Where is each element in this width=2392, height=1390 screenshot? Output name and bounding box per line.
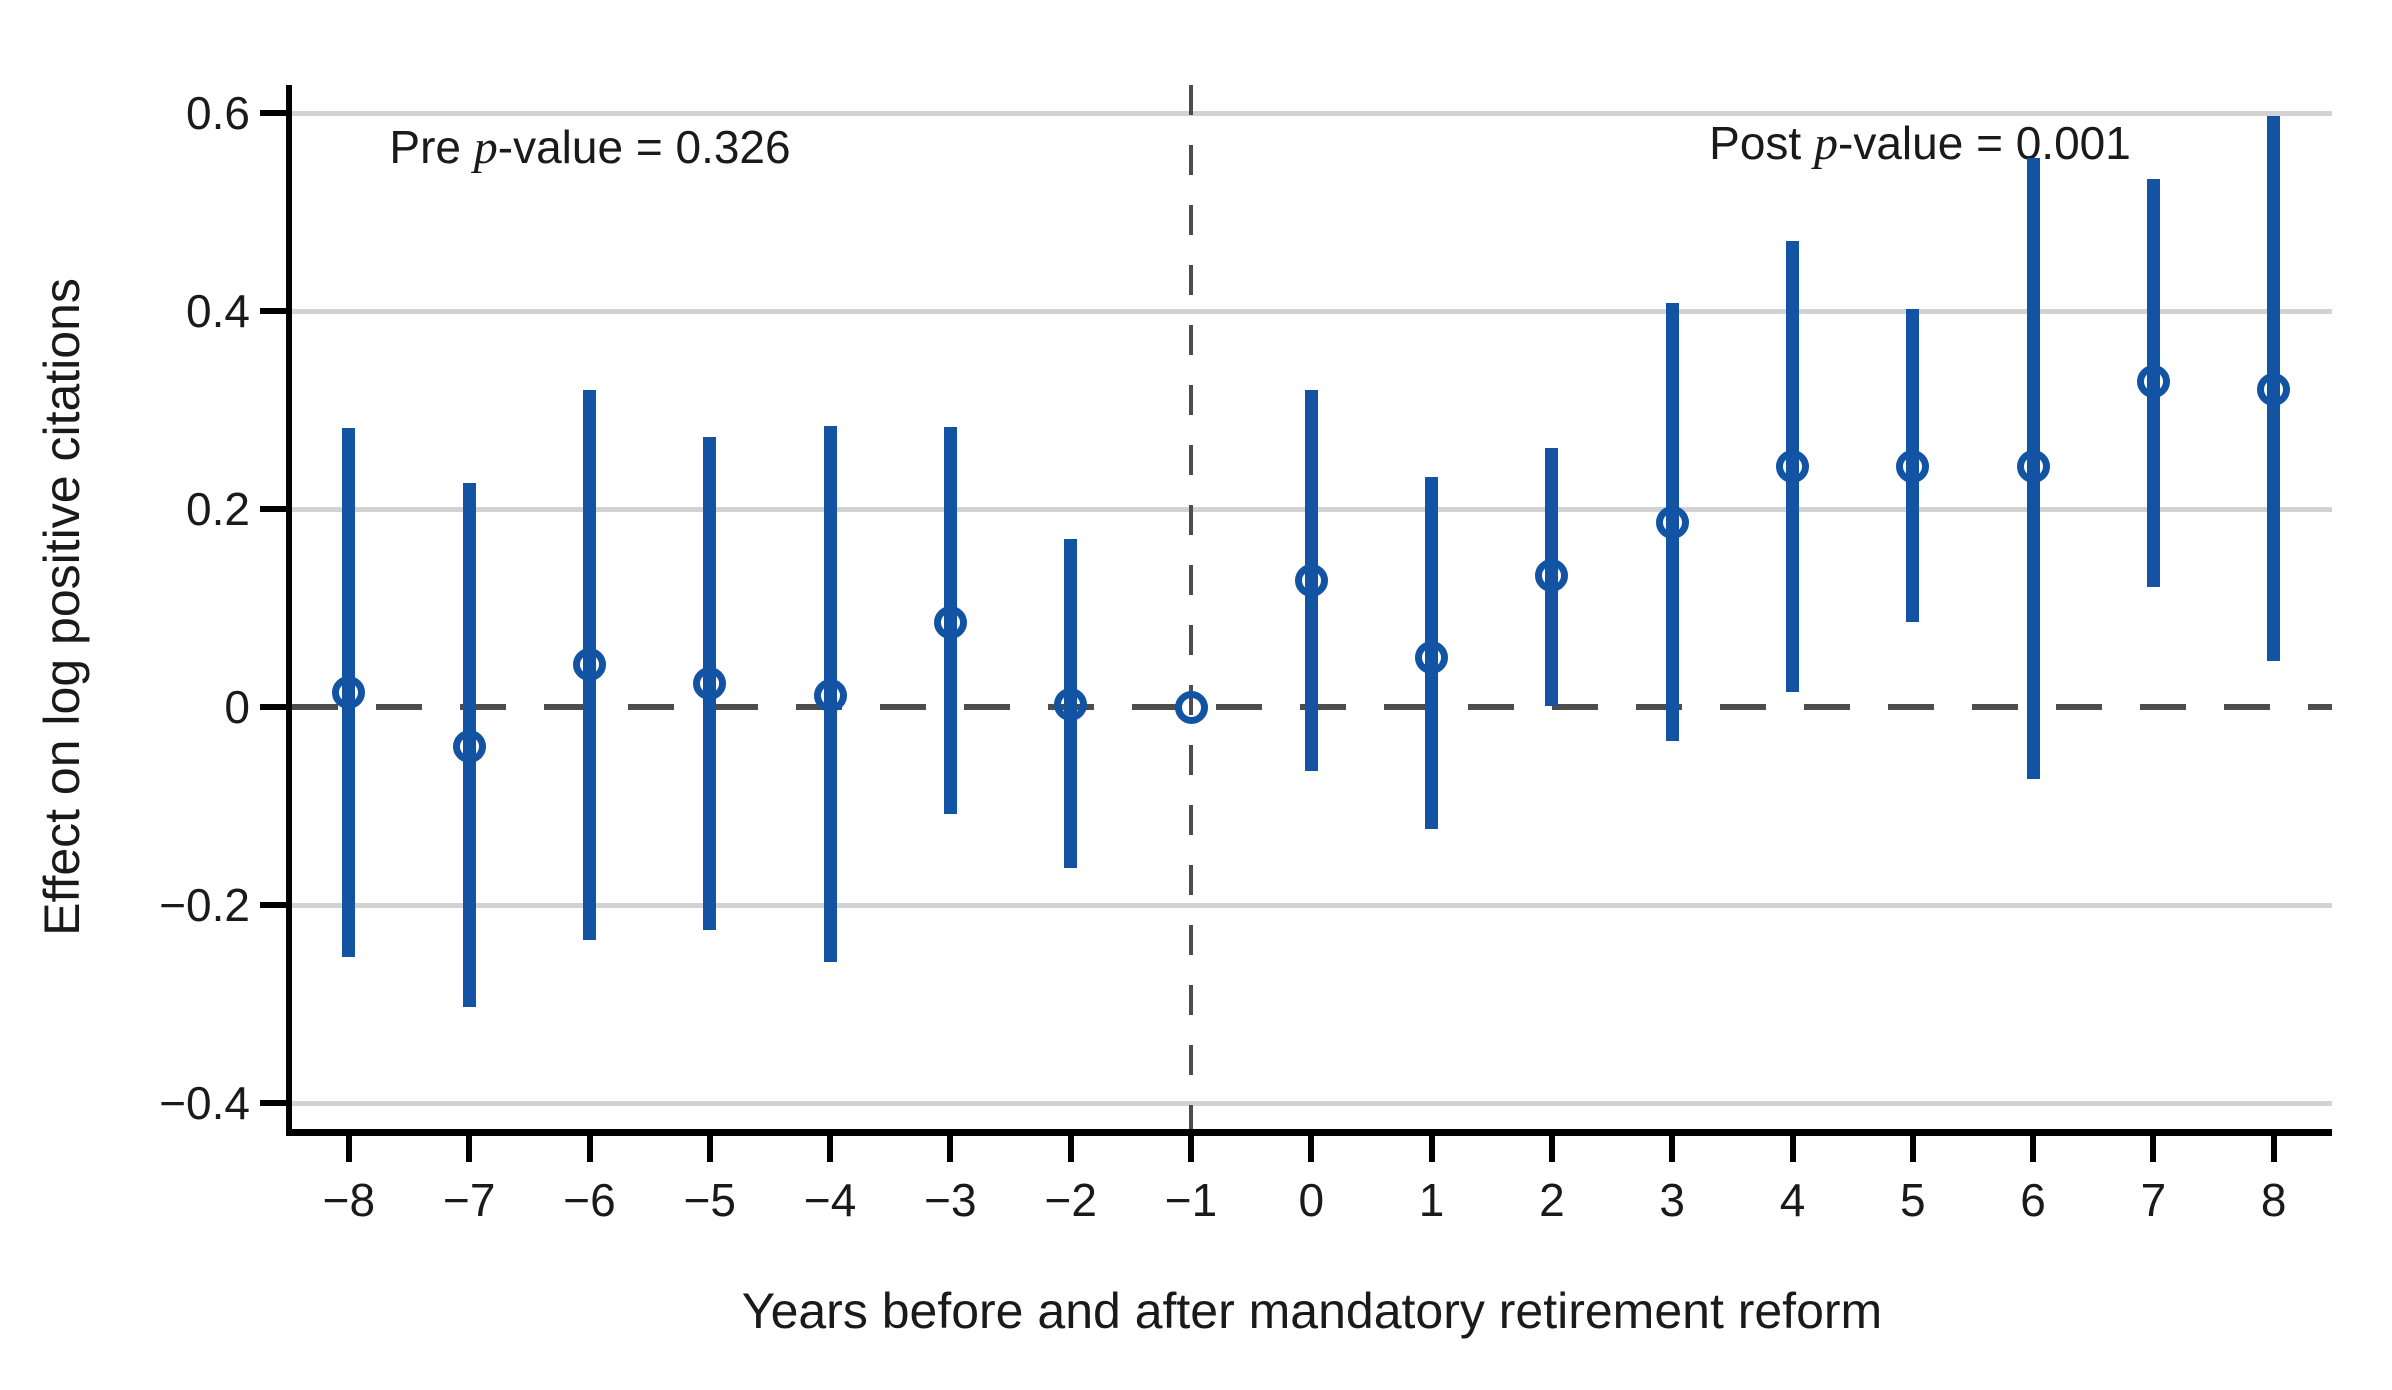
pre-pvalue-prefix: Pre bbox=[389, 121, 474, 173]
y-axis-title: Effect on log positive citations bbox=[34, 278, 90, 936]
point-estimate-marker bbox=[1655, 506, 1689, 540]
x-tick-label: −3 bbox=[924, 1174, 977, 1226]
point-estimate-marker bbox=[332, 675, 366, 709]
x-tick-label: 7 bbox=[2140, 1174, 2167, 1226]
x-tick bbox=[1548, 1136, 1555, 1162]
x-tick bbox=[2030, 1136, 2037, 1162]
point-estimate-marker bbox=[1415, 641, 1449, 674]
point-estimate-marker bbox=[2136, 364, 2170, 398]
post-pvalue-suffix: -value = 0.001 bbox=[1838, 117, 2131, 169]
x-axis-title: Years before and after mandatory retirem… bbox=[741, 1283, 1883, 1339]
y-tick-label: 0 bbox=[224, 681, 250, 733]
x-tick bbox=[706, 1136, 713, 1162]
point-estimate-marker bbox=[1294, 563, 1328, 597]
y-tick-label: 0.6 bbox=[186, 87, 250, 139]
reform-event-line bbox=[1189, 85, 1193, 1129]
x-tick-label: 8 bbox=[2260, 1174, 2287, 1226]
y-tick-label: −0.2 bbox=[159, 879, 250, 931]
point-estimate-marker bbox=[573, 647, 606, 681]
y-tick bbox=[260, 1100, 286, 1106]
pre-pvalue-suffix: -value = 0.326 bbox=[497, 121, 791, 173]
x-tick-label: 6 bbox=[2020, 1174, 2046, 1226]
post-pvalue-italic-p: p bbox=[1814, 117, 1838, 170]
x-tick-label: 2 bbox=[1539, 1174, 1565, 1226]
x-tick-label: 1 bbox=[1418, 1174, 1445, 1226]
y-gridline bbox=[292, 1101, 2332, 1106]
x-tick bbox=[1789, 1136, 1796, 1162]
x-tick-label: −5 bbox=[683, 1174, 737, 1226]
point-estimate-marker bbox=[693, 666, 727, 700]
y-tick bbox=[260, 110, 286, 116]
x-tick bbox=[1067, 1136, 1074, 1162]
x-tick-label: 0 bbox=[1298, 1174, 1325, 1226]
point-estimate-marker bbox=[2257, 372, 2291, 406]
x-tick-label: 4 bbox=[1779, 1174, 1806, 1226]
x-tick bbox=[2270, 1136, 2277, 1162]
point-estimate-marker bbox=[813, 678, 847, 712]
x-axis-line bbox=[286, 1129, 2332, 1136]
x-tick bbox=[827, 1136, 834, 1162]
point-estimate-marker bbox=[2016, 449, 2050, 483]
y-axis-line bbox=[286, 85, 292, 1136]
y-tick-label: −0.4 bbox=[159, 1077, 250, 1129]
x-tick bbox=[345, 1136, 352, 1162]
x-tick-label: −2 bbox=[1044, 1174, 1097, 1226]
x-tick bbox=[1188, 1136, 1194, 1162]
x-tick-label: −1 bbox=[1164, 1174, 1218, 1226]
y-gridline bbox=[292, 309, 2332, 314]
point-estimate-marker bbox=[1535, 558, 1569, 592]
y-tick-label: 0.4 bbox=[186, 285, 250, 337]
y-tick bbox=[260, 704, 286, 710]
x-tick bbox=[1669, 1136, 1676, 1162]
post-pvalue-prefix: Post bbox=[1709, 117, 1814, 169]
x-tick bbox=[947, 1136, 954, 1162]
y-gridline bbox=[292, 111, 2332, 116]
point-estimate-marker bbox=[1174, 690, 1208, 724]
point-estimate-marker bbox=[1776, 449, 1809, 483]
y-tick bbox=[260, 506, 286, 512]
x-tick bbox=[1308, 1136, 1315, 1162]
point-estimate-marker bbox=[1896, 449, 1930, 483]
x-tick-label: −4 bbox=[803, 1174, 857, 1226]
x-tick bbox=[586, 1136, 593, 1162]
x-tick-label: −7 bbox=[442, 1174, 496, 1226]
y-tick bbox=[260, 902, 286, 908]
x-tick bbox=[2150, 1136, 2157, 1162]
x-tick bbox=[1428, 1136, 1435, 1162]
y-tick bbox=[260, 308, 286, 314]
x-tick-label: −8 bbox=[322, 1174, 376, 1226]
y-gridline bbox=[292, 903, 2332, 908]
pre-pvalue-italic-p: p bbox=[473, 121, 498, 174]
x-tick bbox=[466, 1136, 473, 1162]
x-tick-label: 5 bbox=[1900, 1174, 1926, 1226]
point-estimate-marker bbox=[933, 606, 967, 640]
x-tick-label: 3 bbox=[1659, 1174, 1685, 1226]
y-tick-label: 0.2 bbox=[186, 483, 250, 535]
point-estimate-marker bbox=[452, 730, 486, 764]
x-tick-label: −6 bbox=[563, 1174, 616, 1226]
pre-pvalue-annotation: Pre p-value = 0.326 bbox=[389, 120, 790, 175]
point-estimate-marker bbox=[1054, 687, 1088, 721]
post-pvalue-annotation: Post p-value = 0.001 bbox=[1709, 116, 2131, 171]
x-tick bbox=[1909, 1136, 1916, 1162]
